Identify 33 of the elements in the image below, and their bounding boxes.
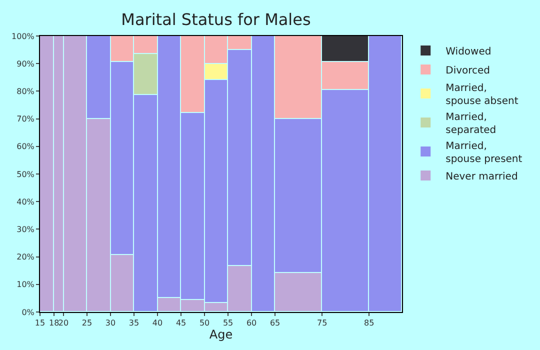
x-tick-label: 65 [270, 318, 280, 328]
x-tick-label: 15 [34, 318, 46, 328]
y-tick-label: 30% [16, 225, 35, 234]
x-tick-label: 75 [316, 318, 328, 328]
chart-title: Marital Status for Males [121, 10, 311, 30]
y-tick-label: 50% [16, 170, 35, 179]
x-tick-label: 25 [82, 318, 92, 328]
legend-label: Never married [446, 171, 518, 182]
y-tick-label: 80% [16, 87, 35, 96]
legend-label: Widowed [446, 46, 492, 58]
y-tick-label: 60% [16, 142, 35, 152]
x-axis-title: Age [209, 328, 233, 342]
x-tick-label: 45 [176, 318, 186, 328]
x-tick-label: 20 [58, 318, 69, 328]
legend-label: Divorced [446, 65, 490, 76]
y-tick-label: 70% [16, 114, 35, 124]
x-tick-label: 30 [105, 318, 116, 328]
legend-label: Married, separated [446, 112, 496, 136]
y-tick-label: 100% [12, 32, 35, 41]
x-tick-label: 60 [246, 318, 257, 328]
x-tick-label: 50 [199, 318, 210, 328]
x-tick-label: 85 [364, 318, 374, 328]
legend-label: Married, spouse present [446, 140, 522, 165]
x-tick-label: 35 [128, 318, 140, 328]
y-tick-label: 90% [16, 59, 35, 68]
x-tick-label: 55 [222, 318, 234, 328]
x-tick-label: 18 [49, 318, 60, 328]
legend-label: Married, spouse absent [446, 82, 518, 107]
y-tick-label: 0% [22, 308, 35, 317]
y-tick-label: 20% [16, 252, 35, 262]
y-tick-label: 10% [16, 280, 35, 290]
x-tick-label: 40 [152, 318, 163, 328]
y-tick-label: 40% [16, 197, 35, 206]
